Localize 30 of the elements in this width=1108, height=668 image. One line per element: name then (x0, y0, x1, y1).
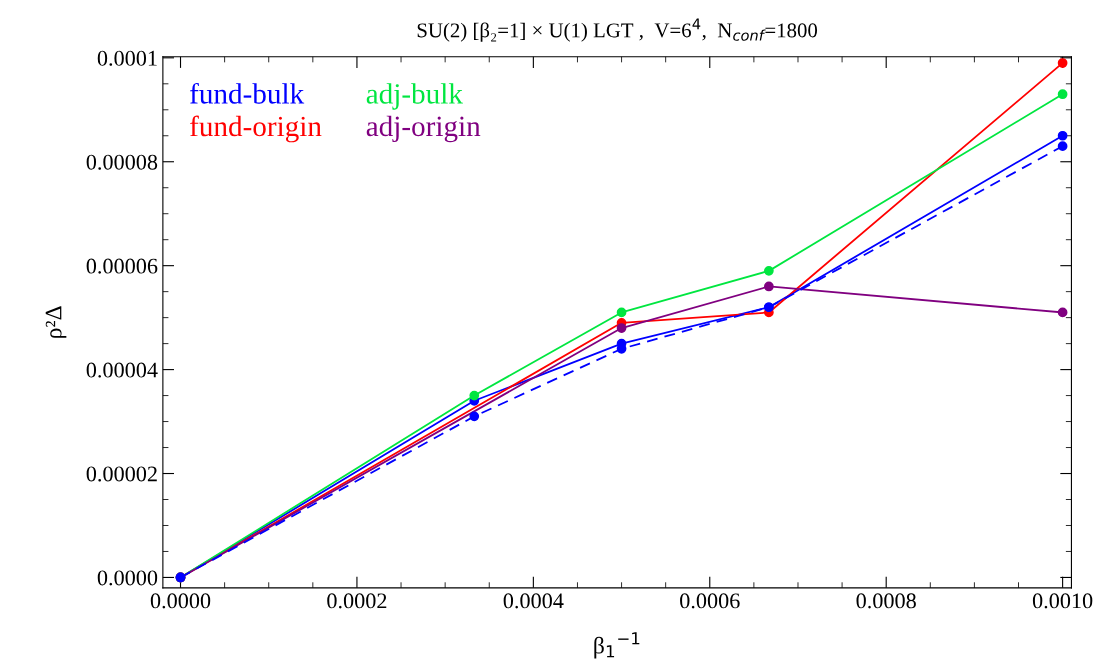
x-tick-label: 0.0004 (503, 593, 564, 609)
text: fund-bulk (190, 82, 305, 104)
text: adj-bulk (366, 83, 463, 110)
x-tick-label: 0.0010 (1032, 593, 1093, 609)
x-tick-label: 0.0000 (150, 593, 211, 609)
y-tick-label: 0.00006 (86, 258, 158, 274)
y-tick-label: 0.00004 (86, 362, 158, 378)
point (1057, 89, 1068, 100)
x-tick-label: 0.0002 (327, 593, 387, 609)
x-axis-title: β$_{1}$$^{−1}$ (594, 632, 640, 659)
point (616, 323, 627, 333)
point (469, 411, 480, 422)
point (1057, 141, 1068, 152)
point (469, 390, 480, 401)
y-tick-label: 0.0000 (97, 570, 158, 586)
text: fund-origin (190, 115, 322, 143)
point (764, 281, 774, 292)
y-tick-label: 0.0001 (97, 50, 157, 66)
point (764, 266, 774, 276)
y-axis-title: ρ²Δ (45, 306, 67, 338)
y-tick-label: 0.00008 (86, 154, 158, 170)
x-tick-label: 0.0006 (680, 593, 740, 609)
point (1057, 307, 1068, 318)
point (1057, 58, 1068, 68)
point (616, 307, 627, 318)
x-tick-label: 0.0008 (856, 593, 916, 609)
chart-title: SU(2) [β₂=1] × U(1) LGT , V=6$^{4}$, N$_{conf}$=1800 (417, 18, 818, 42)
point (1057, 130, 1068, 141)
text: adj-origin (366, 115, 481, 143)
y-tick-label: 0.00002 (86, 466, 157, 482)
